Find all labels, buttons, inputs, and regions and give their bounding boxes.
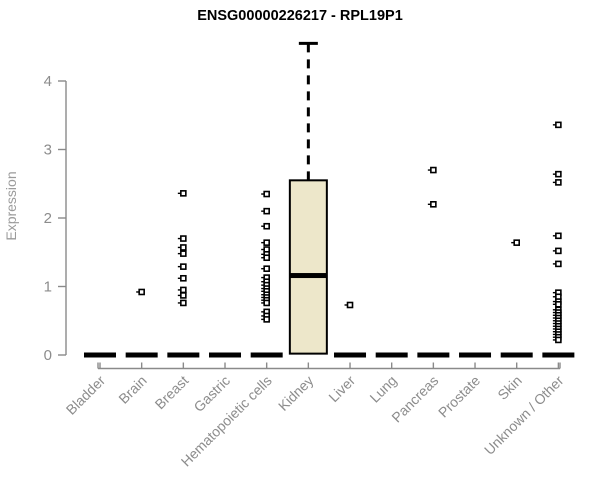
data-point	[430, 166, 437, 174]
data-point	[138, 288, 145, 296]
data-point	[180, 292, 187, 299]
data-point	[263, 239, 270, 246]
y-tick-label: 1	[44, 279, 52, 296]
zero-median-bar	[542, 352, 575, 358]
data-point	[180, 286, 187, 294]
x-tick-label: Prostate	[435, 372, 483, 420]
y-tick-label: 4	[44, 73, 52, 90]
data-point	[180, 274, 187, 282]
data-point	[180, 235, 187, 242]
data-point	[263, 190, 270, 198]
data-point	[346, 301, 354, 309]
x-tick-label: Skin	[494, 372, 525, 403]
y-tick-label: 0	[44, 347, 52, 364]
zero-median-bar	[500, 352, 533, 358]
zero-median-bar	[375, 352, 408, 358]
data-point	[555, 170, 562, 178]
data-point	[180, 250, 187, 257]
zero-median-bar	[209, 352, 242, 358]
data-point	[555, 336, 562, 344]
x-tick-label: Unknown / Other	[481, 372, 567, 458]
x-tick-label: Bladder	[63, 372, 109, 418]
data-point	[263, 222, 270, 230]
data-point	[180, 299, 187, 307]
data-point	[555, 179, 562, 186]
x-tick-label: Liver	[325, 372, 358, 405]
data-point	[555, 232, 562, 240]
data-point	[263, 207, 270, 215]
median-line	[289, 273, 327, 279]
x-tick-label: Breast	[152, 372, 192, 412]
data-point	[180, 244, 187, 251]
zero-median-bar	[125, 352, 158, 358]
data-point	[430, 201, 437, 208]
data-point	[263, 316, 270, 323]
data-point	[263, 299, 270, 307]
iqr-box	[288, 179, 328, 355]
zero-median-bar	[417, 352, 450, 358]
data-point	[263, 265, 270, 272]
zero-median-bar	[250, 352, 283, 358]
data-point	[555, 301, 562, 308]
data-point	[180, 190, 187, 197]
data-point	[555, 260, 562, 268]
x-tick-label: Lung	[366, 372, 399, 405]
y-tick-label: 2	[44, 210, 52, 227]
zero-median-bar	[459, 352, 492, 358]
data-point	[555, 247, 562, 255]
data-point	[180, 263, 187, 270]
zero-median-bar	[334, 352, 367, 358]
data-point	[513, 239, 521, 246]
data-point	[555, 121, 562, 129]
chart-title: ENSG00000226217 - RPL19P1	[197, 8, 403, 24]
zero-median-bar	[167, 352, 200, 358]
x-tick-label: Brain	[115, 372, 149, 406]
data-point	[263, 254, 270, 262]
zero-median-bar	[84, 352, 116, 358]
y-tick-label: 3	[44, 142, 52, 159]
x-tick-label: Kidney	[275, 372, 317, 414]
